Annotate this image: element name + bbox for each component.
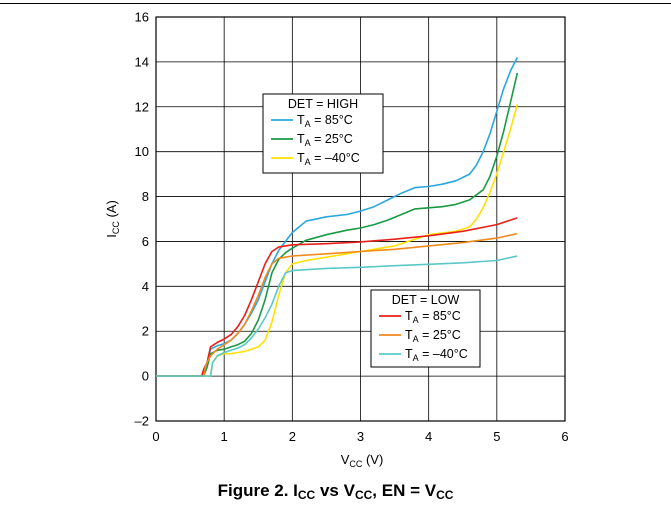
series-line-high_25 — [156, 72, 519, 377]
y-tick-labels: –2 0 2 4 6 8 10 12 14 16 — [135, 10, 149, 429]
y-tick-label: 2 — [142, 324, 149, 339]
svg-text:ICC (A): ICC (A) — [104, 200, 121, 238]
y-tick-label: 12 — [135, 99, 149, 114]
legend-title: DET = LOW — [392, 293, 460, 307]
svg-text:VCC (V): VCC (V) — [341, 452, 384, 469]
series-line-high_m40 — [156, 104, 519, 377]
x-tick-label: 2 — [289, 429, 296, 444]
y-tick-label: 8 — [142, 189, 149, 204]
plot-frame — [155, 16, 566, 422]
legend-entry-label: TA = –40°C — [297, 151, 360, 167]
legend-entry-label: TA = 85°C — [297, 113, 353, 129]
grid — [155, 16, 566, 422]
top-rule — [0, 3, 671, 4]
legend-title: DET = HIGH — [288, 97, 358, 111]
x-tick-labels: 0 1 2 3 4 5 6 — [152, 429, 568, 444]
y-axis-label: ICC (A) — [104, 200, 121, 238]
legend-det-low: DET = LOW TA = 85°C TA = 25°C TA = –40°C — [370, 289, 481, 368]
x-tick-label: 6 — [561, 429, 568, 444]
legend-entry-label: TA = –40°C — [405, 347, 468, 363]
y-tick-label: 16 — [135, 10, 149, 25]
legend-box — [370, 289, 481, 368]
y-tick-label: 6 — [142, 234, 149, 249]
axes — [155, 16, 566, 422]
x-axis-label: VCC (V) — [341, 452, 384, 469]
series-line-low_m40 — [156, 255, 518, 377]
x-tick-label: 3 — [357, 429, 364, 444]
legend-box — [262, 93, 384, 174]
series-line-low_85 — [156, 217, 518, 377]
legend-det-high: DET = HIGH TA = 85°C TA = 25°C TA = –40°C — [262, 93, 384, 174]
x-tick-label: 5 — [493, 429, 500, 444]
legend-entry-label: TA = 25°C — [297, 132, 353, 148]
series-line-high_85 — [156, 57, 519, 377]
series-line-low_25 — [156, 232, 518, 377]
legend-entry-label: TA = 25°C — [405, 328, 461, 344]
y-tick-label: 14 — [135, 54, 149, 69]
x-tick-label: 4 — [425, 429, 432, 444]
y-tick-label: –2 — [135, 414, 149, 429]
series-lines — [156, 57, 519, 377]
y-tick-label: 4 — [142, 279, 149, 294]
x-tick-label: 1 — [221, 429, 228, 444]
legend-entry-label: TA = 85°C — [405, 309, 461, 325]
figure-caption: Figure 2. ICC vs VCC, EN = VCC — [217, 481, 454, 502]
y-tick-label: 0 — [142, 369, 149, 384]
y-tick-label: 10 — [135, 144, 149, 159]
x-tick-label: 0 — [152, 429, 159, 444]
